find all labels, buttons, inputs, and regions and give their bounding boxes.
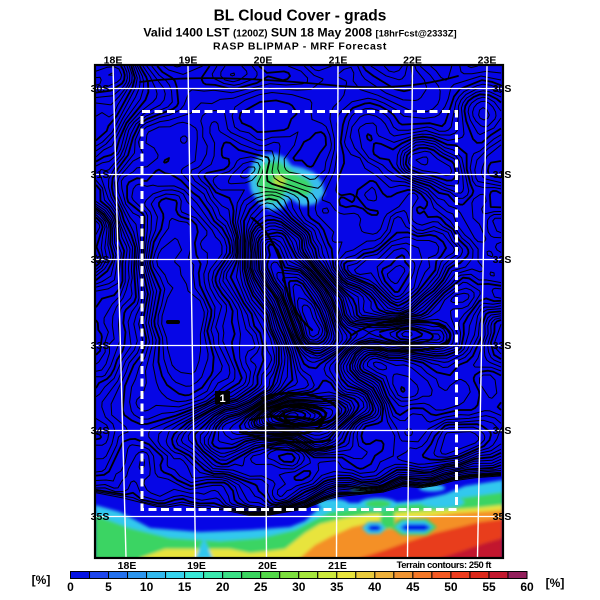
svg-text:45: 45 <box>406 580 420 594</box>
svg-text:25: 25 <box>254 580 268 594</box>
svg-text:33S: 33S <box>91 340 110 352</box>
svg-text:20E: 20E <box>254 55 273 67</box>
svg-text:BL Cloud Cover - grads: BL Cloud Cover - grads <box>214 8 387 25</box>
svg-text:55: 55 <box>482 580 496 594</box>
svg-text:1: 1 <box>219 393 225 405</box>
svg-text:31S: 31S <box>91 169 110 181</box>
svg-text:35S: 35S <box>493 511 512 523</box>
svg-text:15: 15 <box>178 580 192 594</box>
svg-text:32S: 32S <box>493 254 512 266</box>
svg-text:35: 35 <box>330 580 344 594</box>
svg-text:19E: 19E <box>187 560 206 572</box>
svg-text:19E: 19E <box>179 55 198 67</box>
svg-text:0: 0 <box>67 580 74 594</box>
svg-text:Terrain contours: 250 ft: Terrain contours: 250 ft <box>397 559 492 570</box>
svg-text:10: 10 <box>140 580 154 594</box>
svg-text:20: 20 <box>216 580 230 594</box>
svg-text:20E: 20E <box>258 560 277 572</box>
svg-text:32S: 32S <box>91 254 110 266</box>
svg-text:[%]: [%] <box>546 576 565 590</box>
svg-text:50: 50 <box>444 580 458 594</box>
svg-text:30S: 30S <box>493 83 512 95</box>
svg-text:30: 30 <box>292 580 306 594</box>
svg-text:5: 5 <box>105 580 112 594</box>
svg-text:35S: 35S <box>91 511 110 523</box>
svg-text:[%]: [%] <box>32 573 51 587</box>
svg-text:34S: 34S <box>91 425 110 437</box>
svg-text:18E: 18E <box>118 560 137 572</box>
svg-text:22E: 22E <box>403 55 422 67</box>
svg-text:30S: 30S <box>91 83 110 95</box>
svg-text:21E: 21E <box>329 55 348 67</box>
svg-text:RASP BLIPMAP - MRF Forecast: RASP BLIPMAP - MRF Forecast <box>213 41 387 53</box>
svg-text:21E: 21E <box>328 560 347 572</box>
svg-text:40: 40 <box>368 580 382 594</box>
svg-text:60: 60 <box>520 580 534 594</box>
svg-text:Valid 1400 LST (1200Z) SUN 18: Valid 1400 LST (1200Z) SUN 18 May 2008 [… <box>143 26 456 40</box>
svg-text:33S: 33S <box>493 340 512 352</box>
svg-text:31S: 31S <box>493 169 512 181</box>
svg-text:34S: 34S <box>493 425 512 437</box>
svg-text:23E: 23E <box>478 55 497 67</box>
svg-text:18E: 18E <box>104 55 123 67</box>
